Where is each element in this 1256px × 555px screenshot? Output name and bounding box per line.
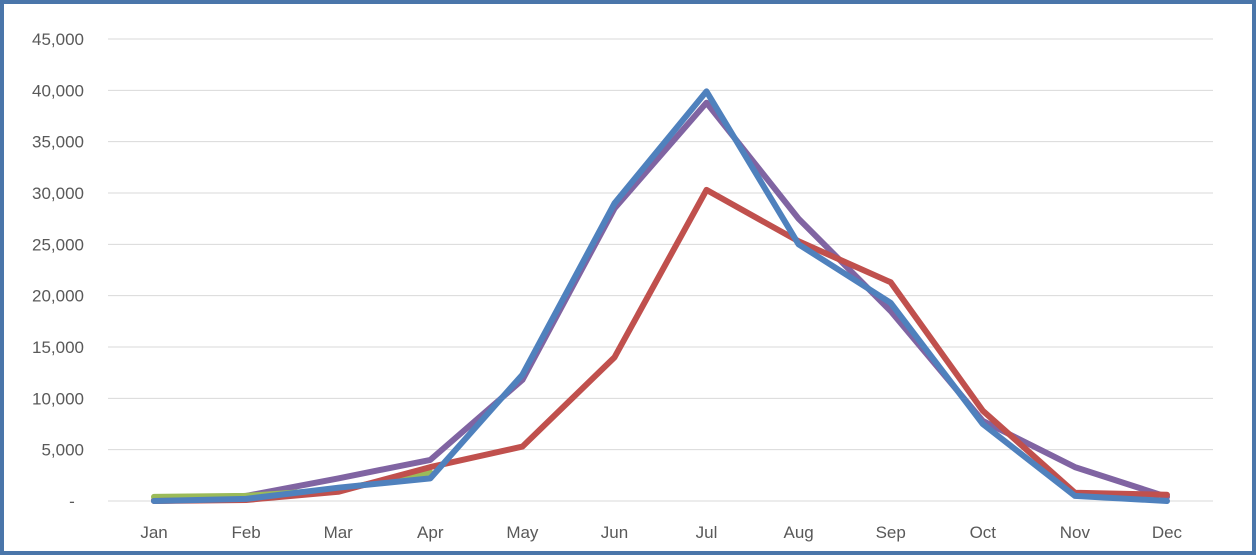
x-tick-label: Apr — [417, 523, 444, 542]
line-chart: - 5,000 10,000 15,000 20,000 25,000 30,000 35,0… — [32, 30, 1213, 542]
y-tick-label: 10,000 — [32, 389, 84, 408]
series-line-1 — [151, 99, 1170, 503]
x-axis-tick-labels: Jan Feb Mar Apr May Jun Jul Aug Sep Oct Nov Dec — [140, 523, 1182, 542]
x-tick-label: Mar — [324, 523, 354, 542]
y-tick-label: 40,000 — [32, 81, 84, 100]
x-tick-label: Oct — [970, 523, 997, 542]
gridlines — [108, 38, 1213, 502]
x-tick-label: Jan — [140, 523, 167, 542]
series-line-3 — [151, 186, 1170, 504]
x-tick-label: Jun — [601, 523, 628, 542]
x-tick-label: Feb — [231, 523, 260, 542]
y-tick-label: 20,000 — [32, 287, 84, 306]
series-lines — [151, 88, 1170, 504]
y-tick-label: 35,000 — [32, 133, 84, 152]
y-tick-label: 30,000 — [32, 184, 84, 203]
y-tick-label: - — [69, 492, 75, 511]
x-tick-label: May — [506, 523, 539, 542]
series-line-4 — [151, 88, 1170, 504]
y-axis-tick-labels: - 5,000 10,000 15,000 20,000 25,000 30,000 35,0… — [32, 30, 84, 511]
x-tick-label: Jul — [696, 523, 718, 542]
x-tick-label: Dec — [1152, 523, 1183, 542]
y-tick-label: 25,000 — [32, 235, 84, 254]
x-tick-label: Sep — [876, 523, 906, 542]
x-tick-label: Nov — [1060, 523, 1091, 542]
y-tick-label: 45,000 — [32, 30, 84, 49]
x-tick-label: Aug — [784, 523, 814, 542]
y-tick-label: 5,000 — [41, 441, 84, 460]
y-tick-label: 15,000 — [32, 338, 84, 357]
